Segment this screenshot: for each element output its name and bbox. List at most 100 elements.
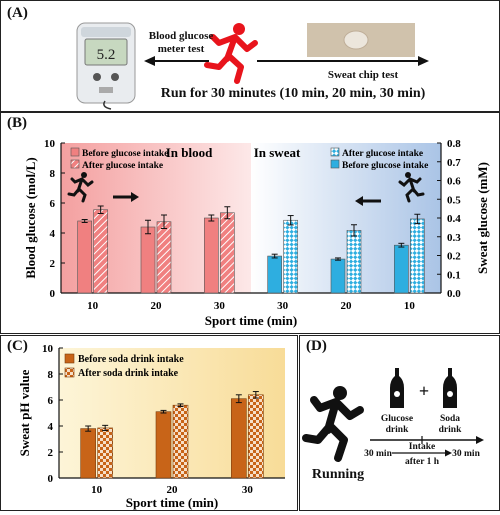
x-tick-label: 10 [404, 300, 416, 312]
chart-b: 0 2 4 6 8 10 0.0 0.1 0.2 0.3 0.4 0.5 0.6 0.7 0.8 10 20 30… [23, 138, 490, 328]
bottle-icon [443, 368, 457, 408]
panel-a: (A) 5.2 Blood glucose meter tes [0, 0, 500, 112]
y-tick-label: 8 [50, 168, 56, 180]
glucose-label-1: Glucose [381, 414, 413, 424]
y2-tick-label: 0.7 [447, 157, 461, 169]
bar-after-soda [172, 404, 189, 479]
panel-a-label: (A) [7, 5, 28, 21]
legend-label: Before glucose intake [342, 161, 428, 171]
arrow-right-head [131, 192, 139, 202]
y2-tick-label: 0.2 [447, 251, 461, 263]
panel-b: (B) 0 2 4 6 8 10 0.0 0.1 0.2 0.3 0.4 0.5 0.6 0.7 0.8 10… [0, 112, 500, 334]
bar-blood-after [220, 212, 235, 294]
bar-sweat-before [394, 244, 409, 294]
soda-label-2: drink [439, 425, 462, 435]
bar-blood-before [140, 226, 156, 294]
meter-text-line2: meter test [158, 43, 205, 55]
legend-swatch [64, 353, 75, 364]
x-axis-title: Sport time (min) [205, 313, 297, 328]
bar-before-soda [80, 428, 96, 479]
y-tick-label: 2 [48, 447, 54, 459]
legend-swatch [70, 147, 80, 157]
y2-tick-label: 0.5 [447, 194, 461, 206]
y-tick-label: 4 [50, 228, 56, 240]
meter-display: 5.2 [97, 47, 116, 63]
bar-blood-before [204, 217, 219, 294]
legend-label: After glucose intake [342, 149, 423, 159]
annotation-sweat: In sweat [254, 145, 301, 160]
bar-before-soda [231, 398, 247, 479]
legend-label: Before glucose intake [82, 149, 168, 159]
runner-icon [398, 172, 425, 203]
bar-sweat-after [410, 218, 425, 294]
x-axis-title: Sport time (min) [126, 495, 218, 510]
panel-d-graphic: Running + Glucose drink Soda drink 30 mi… [302, 368, 484, 482]
bottle-icon [390, 368, 404, 408]
y2-tick-label: 0.6 [447, 176, 461, 188]
legend-label: After soda drink intake [78, 368, 179, 379]
y-axis-title: Sweat pH value [17, 369, 32, 456]
bar-sweat-before [330, 258, 346, 294]
bar-sweat-after [346, 230, 362, 294]
x-tick-label: 20 [341, 300, 353, 312]
bar-after-soda [97, 427, 113, 479]
legend-swatch [330, 147, 340, 157]
arrow-left-head [355, 196, 363, 206]
panel-b-label: (B) [7, 115, 27, 131]
y2-tick-label: 0.3 [447, 232, 461, 244]
bar-sweat-after [283, 219, 298, 294]
chip-text: Sweat chip test [328, 69, 399, 81]
legend-swatch [330, 159, 340, 169]
glucose-label-2: drink [386, 425, 409, 435]
sweat-chip-photo [307, 23, 415, 57]
running-text: Running [312, 467, 364, 482]
annotation-blood: In blood [166, 145, 213, 160]
plus-sign: + [419, 381, 429, 401]
time-start: 30 min [364, 449, 392, 459]
x-tick-label: 10 [91, 484, 103, 496]
y2-tick-label: 0.0 [447, 288, 461, 300]
soda-label-1: Soda [440, 414, 460, 424]
y-tick-label: 6 [48, 395, 54, 407]
time-end: 30 min [452, 449, 480, 459]
y-tick-label: 4 [48, 421, 54, 433]
y-tick-label: 2 [50, 258, 56, 270]
legend-label: Before soda drink intake [78, 354, 184, 365]
runner-icon [67, 172, 94, 203]
bar-after-soda [248, 394, 264, 479]
x-tick-label: 20 [151, 300, 163, 312]
intake-2: after 1 h [405, 457, 440, 467]
legend-swatch [64, 367, 75, 378]
bar-blood-before [77, 220, 92, 294]
x-tick-label: 30 [242, 484, 254, 496]
panel-d-label: (D) [306, 338, 327, 354]
glucose-meter-icon: 5.2 [76, 22, 136, 110]
y-tick-label: 0 [50, 288, 56, 300]
y-axis-title: Blood glucose (mol/L) [23, 157, 38, 278]
bar-blood-after [156, 221, 172, 294]
panel-c-label: (C) [7, 338, 28, 354]
panel-a-graphic: 5.2 Blood glucose meter test Sweat chip … [76, 22, 429, 110]
y-tick-label: 6 [50, 198, 56, 210]
x-tick-label: 20 [167, 484, 179, 496]
runner-icon [204, 23, 258, 84]
chart-c: 0 2 4 6 8 10 10 20 30 Sport time (min) Sweat pH va… [17, 343, 285, 510]
legend-label: After glucose intake [82, 161, 163, 171]
bar-sweat-before [267, 255, 282, 294]
y-tick-label: 10 [42, 343, 54, 355]
y2-tick-label: 0.8 [447, 138, 461, 150]
y2-tick-label: 0.1 [447, 269, 461, 281]
bar-blood-after [93, 209, 108, 294]
y2-tick-label: 0.4 [447, 213, 461, 225]
x-tick-label: 30 [214, 300, 226, 312]
panel-c: (C) 0 2 4 6 8 10 10 20 30 Sport time (min) Sweat p… [0, 335, 298, 511]
run-text: Run for 30 minutes (10 min, 20 min, 30 m… [161, 86, 426, 101]
meter-text-line1: Blood glucose [149, 30, 214, 42]
panel-d: (D) Running + Glucose drink Soda drink 3… [299, 335, 500, 511]
y2-axis-title: Sweat glucose (mM) [475, 162, 490, 274]
y-tick-label: 8 [48, 369, 54, 381]
y-tick-label: 0 [48, 473, 54, 485]
intake-1: Intake [409, 442, 435, 452]
legend-swatch [70, 159, 80, 169]
bar-before-soda [155, 411, 172, 479]
